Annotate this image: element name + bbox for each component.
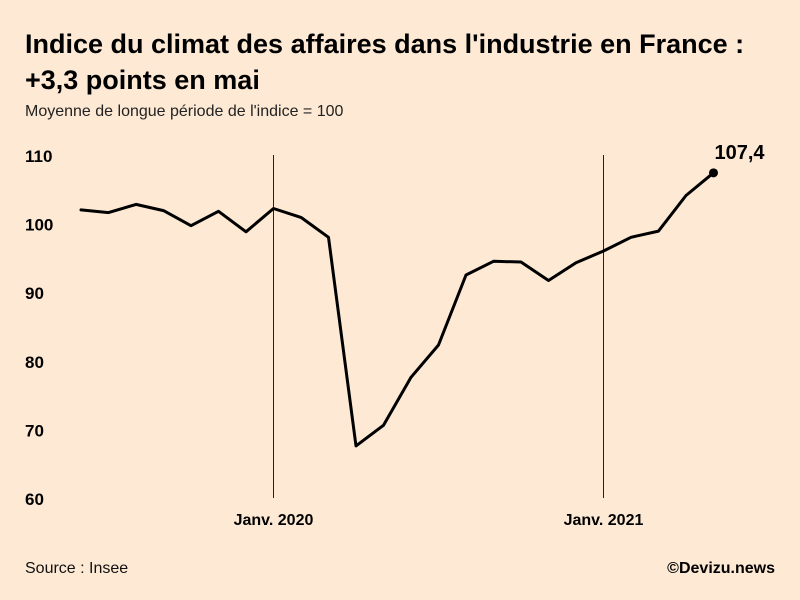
y-tick-label: 80 [25, 353, 44, 372]
credit-note: ©Devizu.news [667, 560, 775, 577]
y-tick-label: 60 [25, 490, 44, 509]
y-tick-label: 90 [25, 284, 44, 303]
x-marker-label: Janv. 2020 [234, 512, 314, 529]
source-note: Source : Insee [25, 560, 129, 577]
last-point-marker [709, 168, 718, 178]
y-tick-label: 70 [25, 421, 44, 440]
chart-subtitle: Moyenne de longue période de l'indice = … [25, 103, 344, 120]
x-marker-label: Janv. 2021 [564, 512, 644, 529]
y-tick-label: 110 [25, 147, 52, 166]
last-value-label: 107,4 [715, 142, 766, 164]
y-tick-label: 100 [25, 216, 53, 235]
chart-title: Indice du climat des affaires dans l'ind… [25, 29, 745, 95]
series-line [79, 171, 715, 448]
